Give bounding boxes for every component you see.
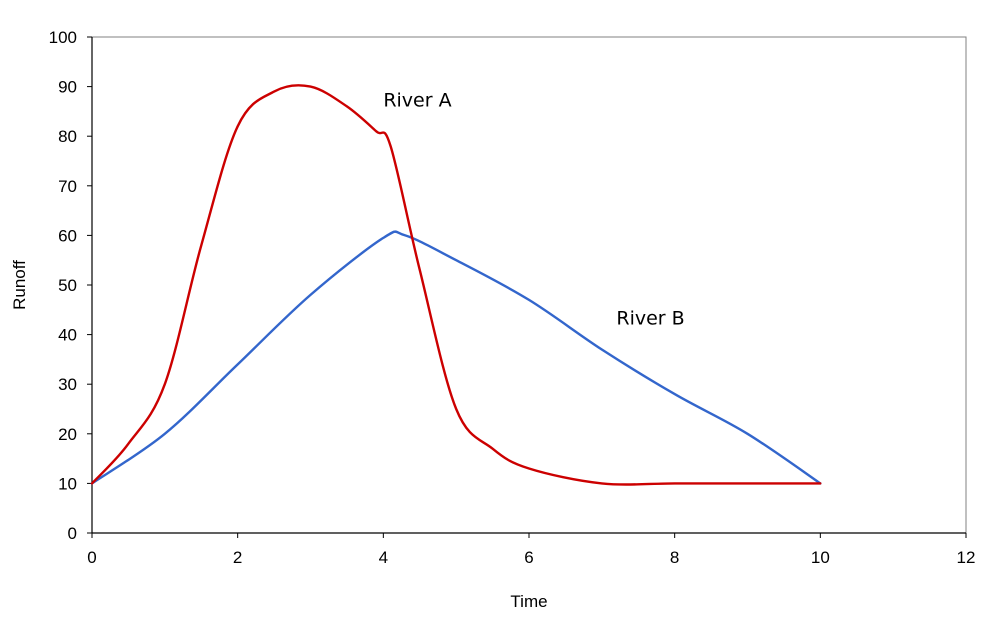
y-tick-label: 70 [58,177,77,196]
y-tick-label: 80 [58,127,77,146]
x-tick-label: 4 [379,548,388,567]
series-label-river-b: River B [616,308,684,330]
y-tick-label: 10 [58,474,77,493]
x-tick-label: 8 [670,548,679,567]
y-axis-title: Runoff [10,260,29,310]
y-tick-label: 100 [49,28,77,47]
series-line-river-a [90,84,822,486]
y-tick-label: 30 [58,375,77,394]
y-tick-label: 20 [58,425,77,444]
x-tick-label: 6 [524,548,533,567]
y-tick-label: 0 [68,524,77,543]
x-axis-title: Time [510,592,547,611]
y-tick-label: 50 [58,276,77,295]
series-line-river-b [90,230,822,485]
series-label-river-a: River A [383,89,451,111]
y-tick-label: 40 [58,326,77,345]
y-tick-label: 90 [58,78,77,97]
plot-frame [91,36,967,534]
x-tick-label: 10 [811,548,830,567]
x-tick-label: 12 [957,548,976,567]
x-tick-label: 2 [233,548,242,567]
x-tick-label: 0 [87,548,96,567]
y-tick-label: 60 [58,226,77,245]
